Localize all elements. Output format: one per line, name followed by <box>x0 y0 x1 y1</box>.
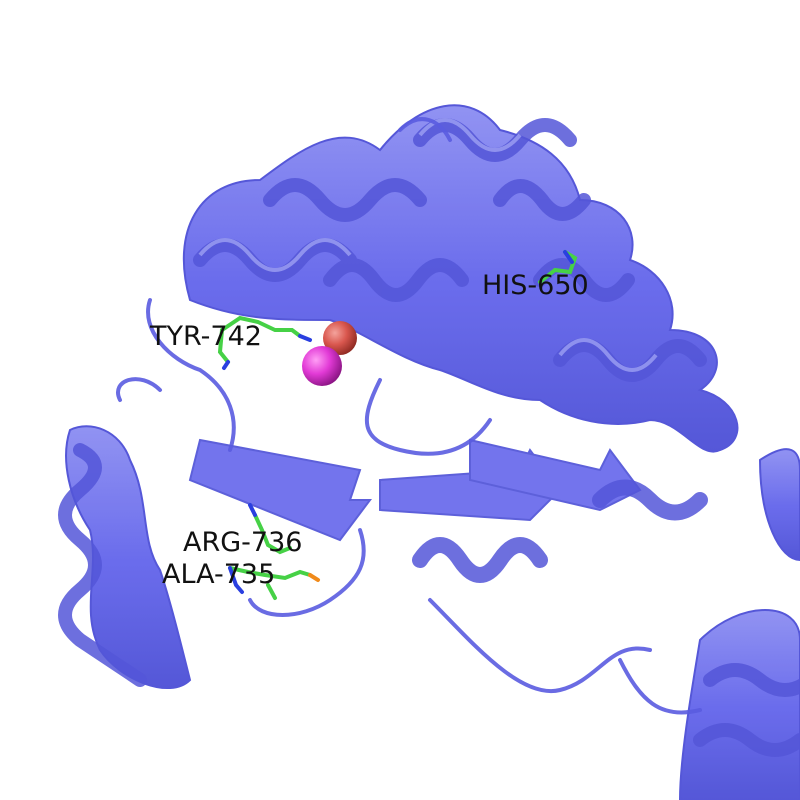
helix-coils-right <box>693 663 800 757</box>
helix-coils-upper <box>193 118 707 382</box>
residue-label-ala735: ALA-735 <box>162 559 276 590</box>
lower-center-helix <box>412 479 708 583</box>
left-helix-domain <box>65 425 192 690</box>
residue-label-tyr742: TYR-742 <box>150 321 262 352</box>
helix-coils-left <box>58 443 147 687</box>
ion-sphere-salmon <box>323 321 357 355</box>
residue-label-arg736: ARG-736 <box>183 527 303 558</box>
loops <box>116 117 702 715</box>
residue-sticks <box>217 250 578 600</box>
ion-spheres <box>302 321 357 386</box>
ion-sphere-magenta <box>302 346 342 386</box>
residue-label-his650: HIS-650 <box>482 270 589 301</box>
